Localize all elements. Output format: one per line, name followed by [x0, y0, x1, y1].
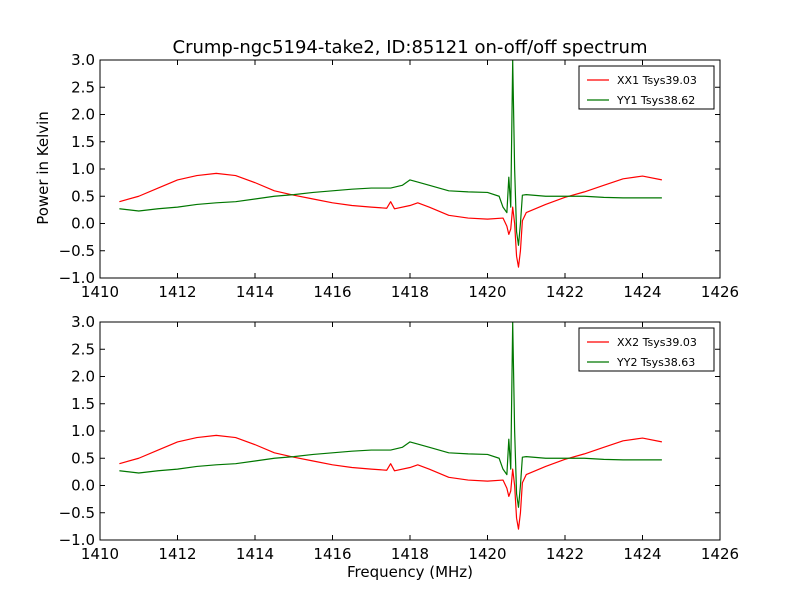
y-tick-label: 1.0 — [71, 422, 95, 440]
x-tick-label: 1418 — [391, 283, 429, 301]
y-tick-label: 3.0 — [71, 313, 95, 331]
x-tick-label: 1422 — [546, 283, 584, 301]
legend-box — [578, 327, 715, 372]
y-tick-label: 2.5 — [71, 340, 95, 358]
x-tick-label: 1426 — [701, 545, 739, 563]
x-tick-label: 1410 — [81, 283, 119, 301]
series-line-1 — [119, 172, 662, 268]
x-tick-label: 1412 — [158, 545, 196, 563]
y-tick-label: 2.5 — [71, 78, 95, 96]
series-line-2 — [119, 60, 662, 246]
x-tick-label: 1422 — [546, 545, 584, 563]
legend-label: XX1 Tsys39.03 — [617, 74, 697, 87]
x-tick-label: 1416 — [313, 283, 351, 301]
legend-label: YY1 Tsys38.62 — [616, 94, 695, 107]
legend-label: YY2 Tsys38.63 — [616, 356, 695, 369]
y-tick-label: 1.5 — [71, 395, 95, 413]
x-tick-label: 1426 — [701, 283, 739, 301]
x-tick-label: 1424 — [623, 283, 661, 301]
series-line-2 — [119, 322, 662, 508]
x-tick-label: 1414 — [236, 283, 274, 301]
y-axis-label: Power in Kelvin — [34, 111, 52, 225]
plot-area — [119, 322, 662, 530]
y-tick-label: 0.0 — [71, 477, 95, 495]
y-tick-label: −1.0 — [59, 269, 95, 287]
panel-bottom: 1410 1412 1414 1416 1418 1420 1422 1424 1426 −1.0… — [59, 313, 740, 563]
legend-label: XX2 Tsys39.03 — [617, 336, 697, 349]
y-tick-label: 0.5 — [71, 449, 95, 467]
legend-box — [578, 65, 715, 110]
y-tick-label: 1.5 — [71, 133, 95, 151]
y-tick-label: 3.0 — [71, 51, 95, 69]
x-tick-label: 1410 — [81, 545, 119, 563]
plot-area — [119, 60, 662, 268]
x-tick-label: 1412 — [158, 283, 196, 301]
x-tick-label: 1414 — [236, 545, 274, 563]
x-axis-label: Frequency (MHz) — [347, 563, 473, 581]
x-tick-label: 1416 — [313, 545, 351, 563]
x-tick-label: 1420 — [468, 545, 506, 563]
y-tick-label: 2.0 — [71, 368, 95, 386]
y-tick-label: −0.5 — [59, 504, 95, 522]
legend: XX2 Tsys39.03 YY2 Tsys38.63 — [578, 327, 715, 372]
series-line-1 — [119, 434, 662, 530]
y-tick-label: −0.5 — [59, 242, 95, 260]
panel-top: 1410 1412 1414 1416 1418 1420 1422 1424 1426 −1.0… — [59, 51, 740, 301]
y-tick-label: −1.0 — [59, 531, 95, 549]
x-tick-label: 1418 — [391, 545, 429, 563]
legend: XX1 Tsys39.03 YY1 Tsys38.62 — [578, 65, 715, 110]
y-tick-label: 0.5 — [71, 187, 95, 205]
x-tick-label: 1424 — [623, 545, 661, 563]
y-tick-label: 2.0 — [71, 106, 95, 124]
y-tick-label: 0.0 — [71, 215, 95, 233]
x-tick-label: 1420 — [468, 283, 506, 301]
y-tick-label: 1.0 — [71, 160, 95, 178]
figure-title: Crump-ngc5194-take2, ID:85121 on-off/off… — [173, 37, 648, 58]
